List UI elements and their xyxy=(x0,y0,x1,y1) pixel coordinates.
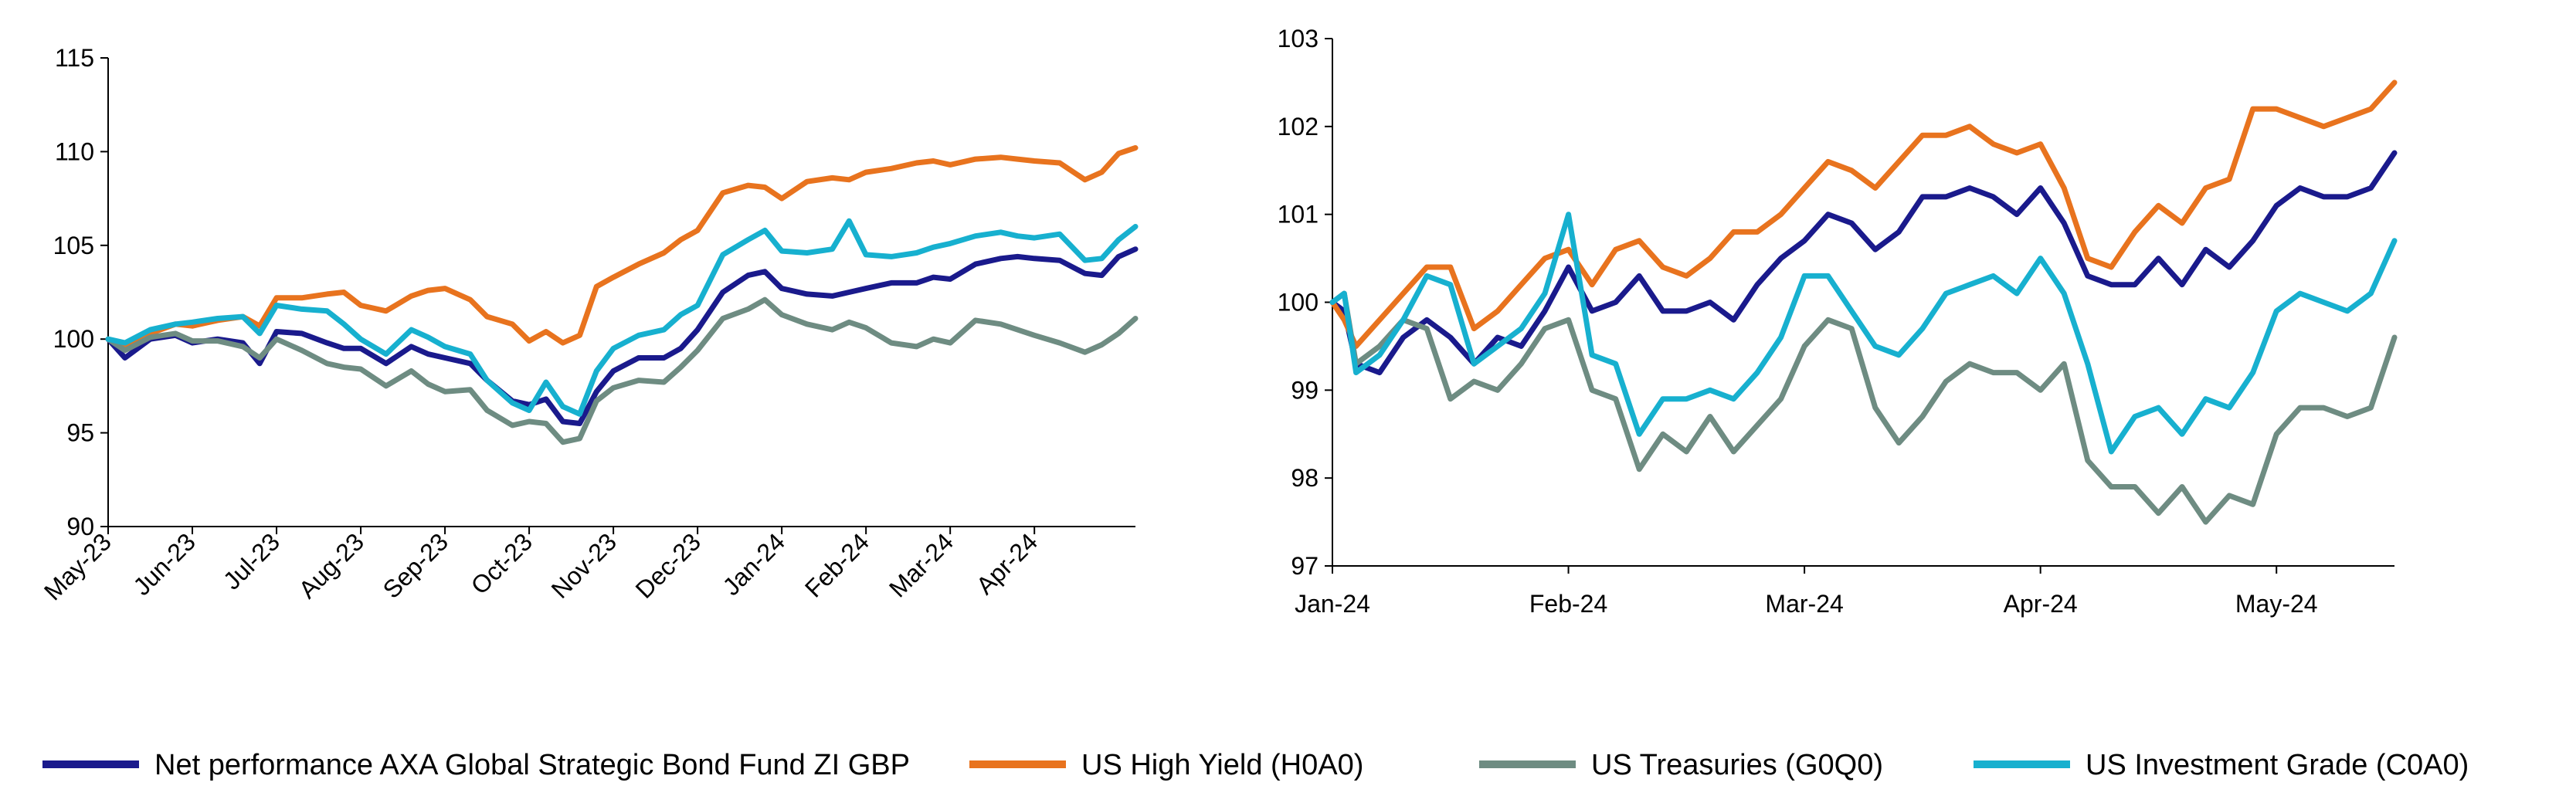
right-x-tick-label: Apr-24 xyxy=(2004,590,2078,618)
right-series-line-3 xyxy=(1329,212,2398,455)
left-x-tick-label: Jul-23 xyxy=(218,527,285,594)
right-series-line-1 xyxy=(1329,80,2398,349)
left-x-tick-label: Sep-23 xyxy=(378,527,453,603)
right-y-tick-label: 97 xyxy=(1291,552,1319,580)
left-y-tick-label: 100 xyxy=(53,325,94,353)
right-line-chart: 97 98 99 100 101 102 103 Jan-24 Feb-24 Mar-24 Apr-… xyxy=(1278,25,2398,618)
left-x-tick-label: Apr-24 xyxy=(971,527,1043,599)
legend-label-0: Net performance AXA Global Strategic Bon… xyxy=(154,749,910,781)
right-y-tick-label: 98 xyxy=(1291,464,1319,492)
right-x-tick-label: May-24 xyxy=(2235,590,2318,618)
right-x-tick-label: Mar-24 xyxy=(1765,590,1843,618)
right-series-line-0 xyxy=(1329,150,2398,376)
left-x-tick-label: Dec-23 xyxy=(630,527,706,603)
right-y-tick-label: 99 xyxy=(1291,376,1319,404)
right-y-tick-label: 102 xyxy=(1278,113,1319,141)
left-y-tick-label: 110 xyxy=(55,137,94,165)
right-y-tick-label: 103 xyxy=(1278,25,1319,53)
left-y-tick-label: 95 xyxy=(66,419,94,447)
left-series-line-3 xyxy=(105,218,1139,417)
right-y-tick-label: 101 xyxy=(1278,201,1319,229)
left-y-tick-label: 90 xyxy=(66,513,94,540)
left-series-line-2 xyxy=(105,296,1139,445)
left-x-tick-label: Aug-23 xyxy=(294,527,369,603)
left-x-tick-label: Feb-24 xyxy=(799,527,874,602)
left-y-tick-label: 105 xyxy=(53,232,94,259)
left-x-tick-label: Jan-24 xyxy=(717,527,790,601)
legend-label-1: US High Yield (H0A0) xyxy=(1081,749,1363,781)
right-x-tick-label: Jan-24 xyxy=(1295,590,1370,618)
left-x-tick-label: Mar-24 xyxy=(884,527,959,602)
right-y-tick-label: 100 xyxy=(1278,289,1319,317)
right-series-line-2 xyxy=(1329,290,2398,525)
legend-label-3: US Investment Grade (C0A0) xyxy=(2086,749,2469,781)
left-x-tick-label: Oct-23 xyxy=(466,527,538,599)
chart-legend: Net performance AXA Global Strategic Bon… xyxy=(42,749,2469,781)
left-y-tick-label: 115 xyxy=(55,44,94,72)
left-series-line-1 xyxy=(105,145,1139,351)
left-x-tick-label: Jun-23 xyxy=(127,527,201,601)
left-series-line-0 xyxy=(105,246,1139,426)
legend-label-2: US Treasuries (G0Q0) xyxy=(1591,749,1883,781)
left-x-tick-label: Nov-23 xyxy=(546,527,622,603)
right-x-tick-label: Feb-24 xyxy=(1529,590,1607,618)
